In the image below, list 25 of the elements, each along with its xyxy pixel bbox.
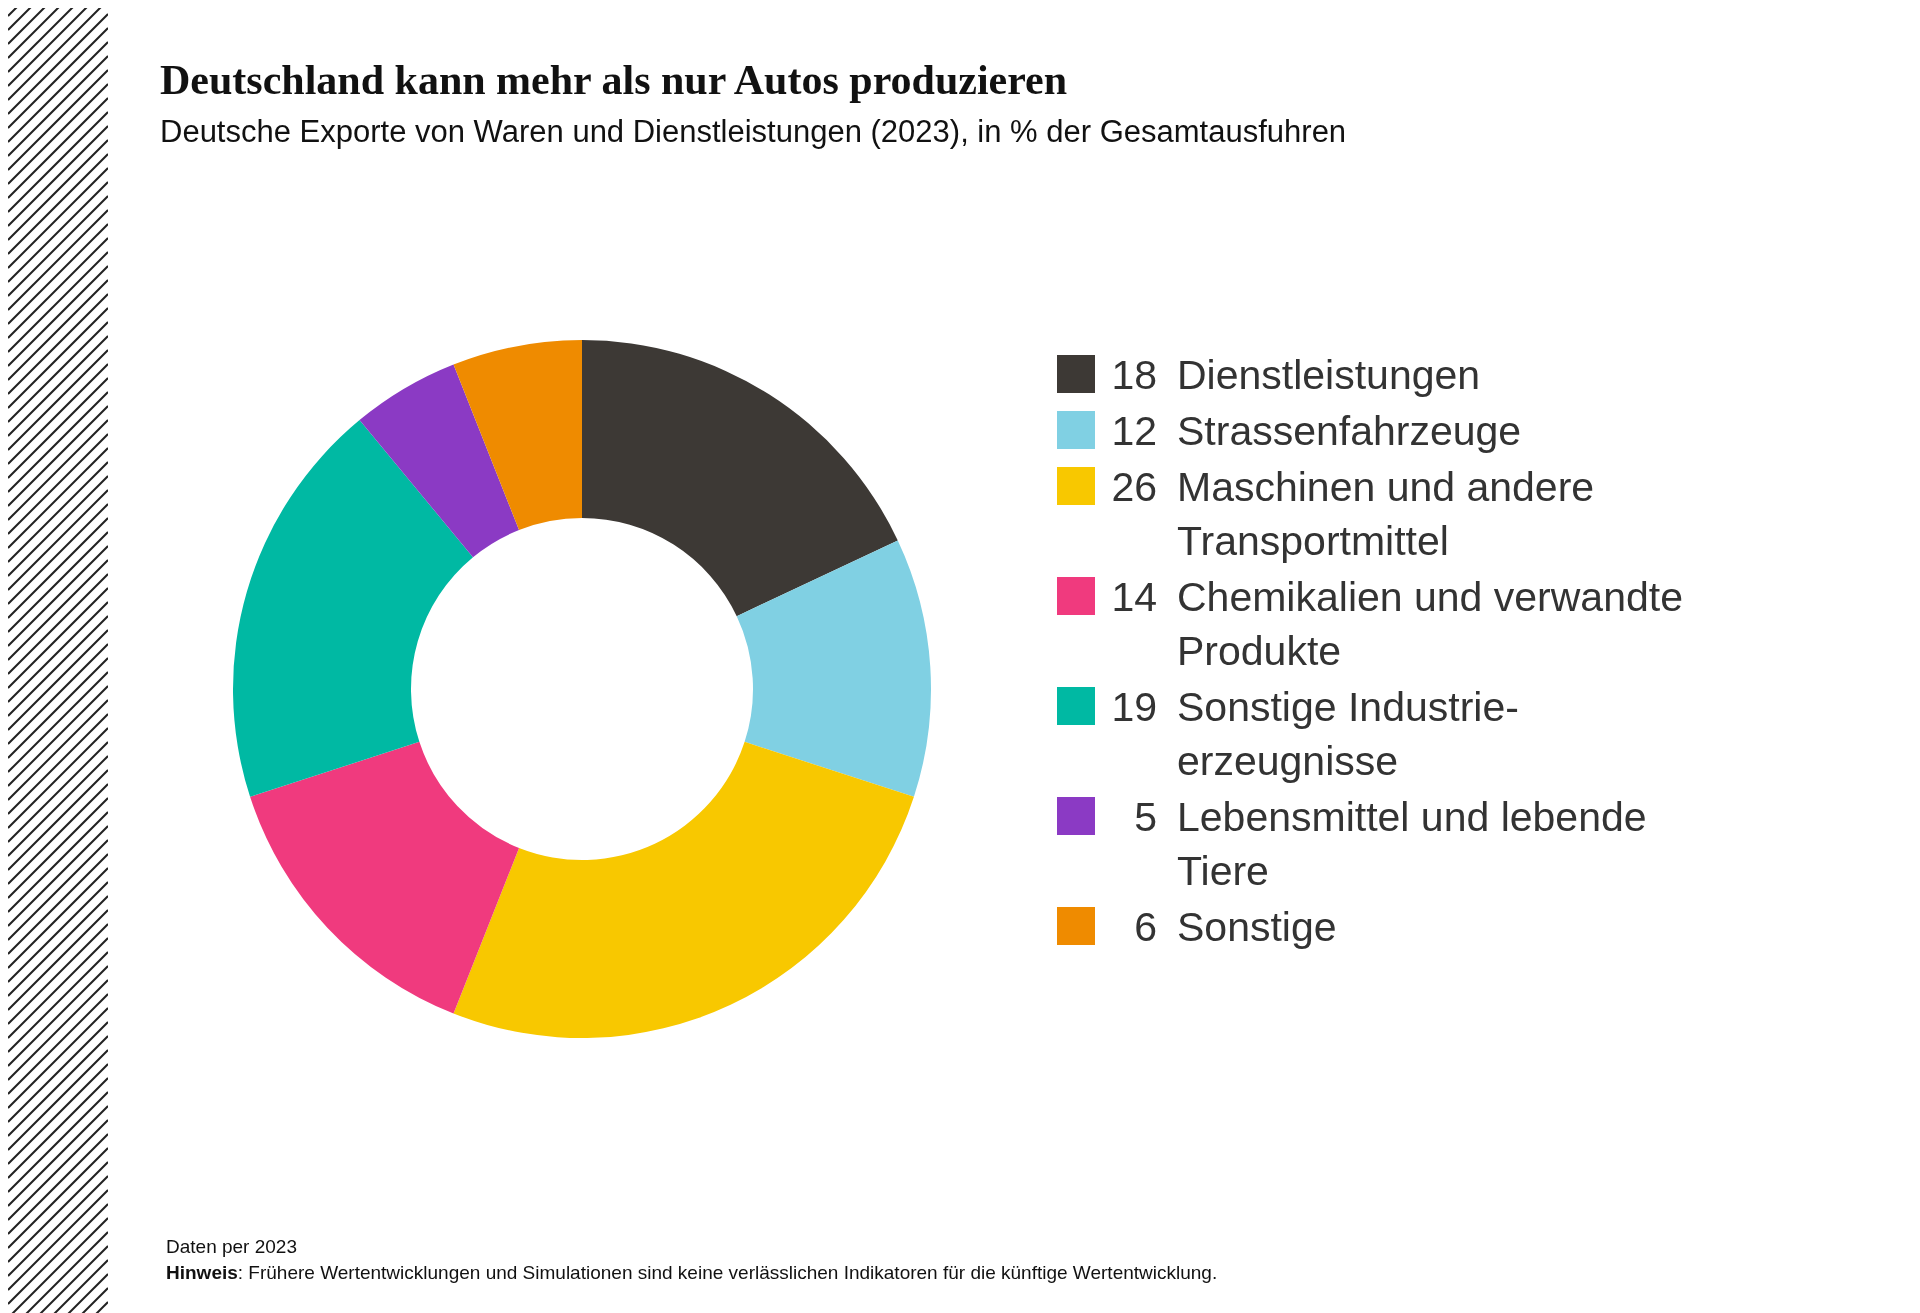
data-label: 14 xyxy=(1110,573,1157,622)
donut-slice xyxy=(582,340,898,617)
legend-label: Maschinen und andere Transportmittel xyxy=(1177,464,1595,564)
donut-slice xyxy=(453,741,914,1038)
text: Hinweis: Frühere Wertentwicklungen und Simulationen sind keine verlässlichen Indikatoren für die künftige Wertentwicklung. xyxy=(166,1262,1218,1283)
donut-slice xyxy=(233,420,473,797)
text: Daten per 2023 xyxy=(166,1236,297,1257)
donut-slice xyxy=(359,364,520,558)
donut-slice xyxy=(453,340,582,531)
legend-label: Sonstige Industrie-erzeugnisse xyxy=(1177,684,1519,784)
donut-slice xyxy=(736,540,931,797)
legend-label: Dienstleistungen xyxy=(1177,352,1481,398)
legend-label: Lebensmittel und lebende Tiere xyxy=(1177,794,1647,894)
legend-label: Strassenfahrzeuge xyxy=(1177,408,1522,454)
chart-title: Deutschland kann mehr als nur Autos produzieren xyxy=(160,56,1068,104)
data-label: 5 xyxy=(1133,793,1157,842)
donut-slice xyxy=(250,741,520,1014)
data-label: 26 xyxy=(1110,463,1157,512)
data-label: 18 xyxy=(1110,351,1157,400)
data-label: 6 xyxy=(1133,903,1157,952)
data-label: 12 xyxy=(1110,407,1157,456)
chart-subtitle: Deutsche Exporte von Waren und Dienstleistungen (2023), in % der Gesamtausfuhren xyxy=(160,114,1347,150)
legend-label: Chemikalien und verwandte Produkte xyxy=(1177,574,1683,674)
legend-label: Sonstige xyxy=(1177,904,1337,950)
data-label: 19 xyxy=(1110,683,1157,732)
